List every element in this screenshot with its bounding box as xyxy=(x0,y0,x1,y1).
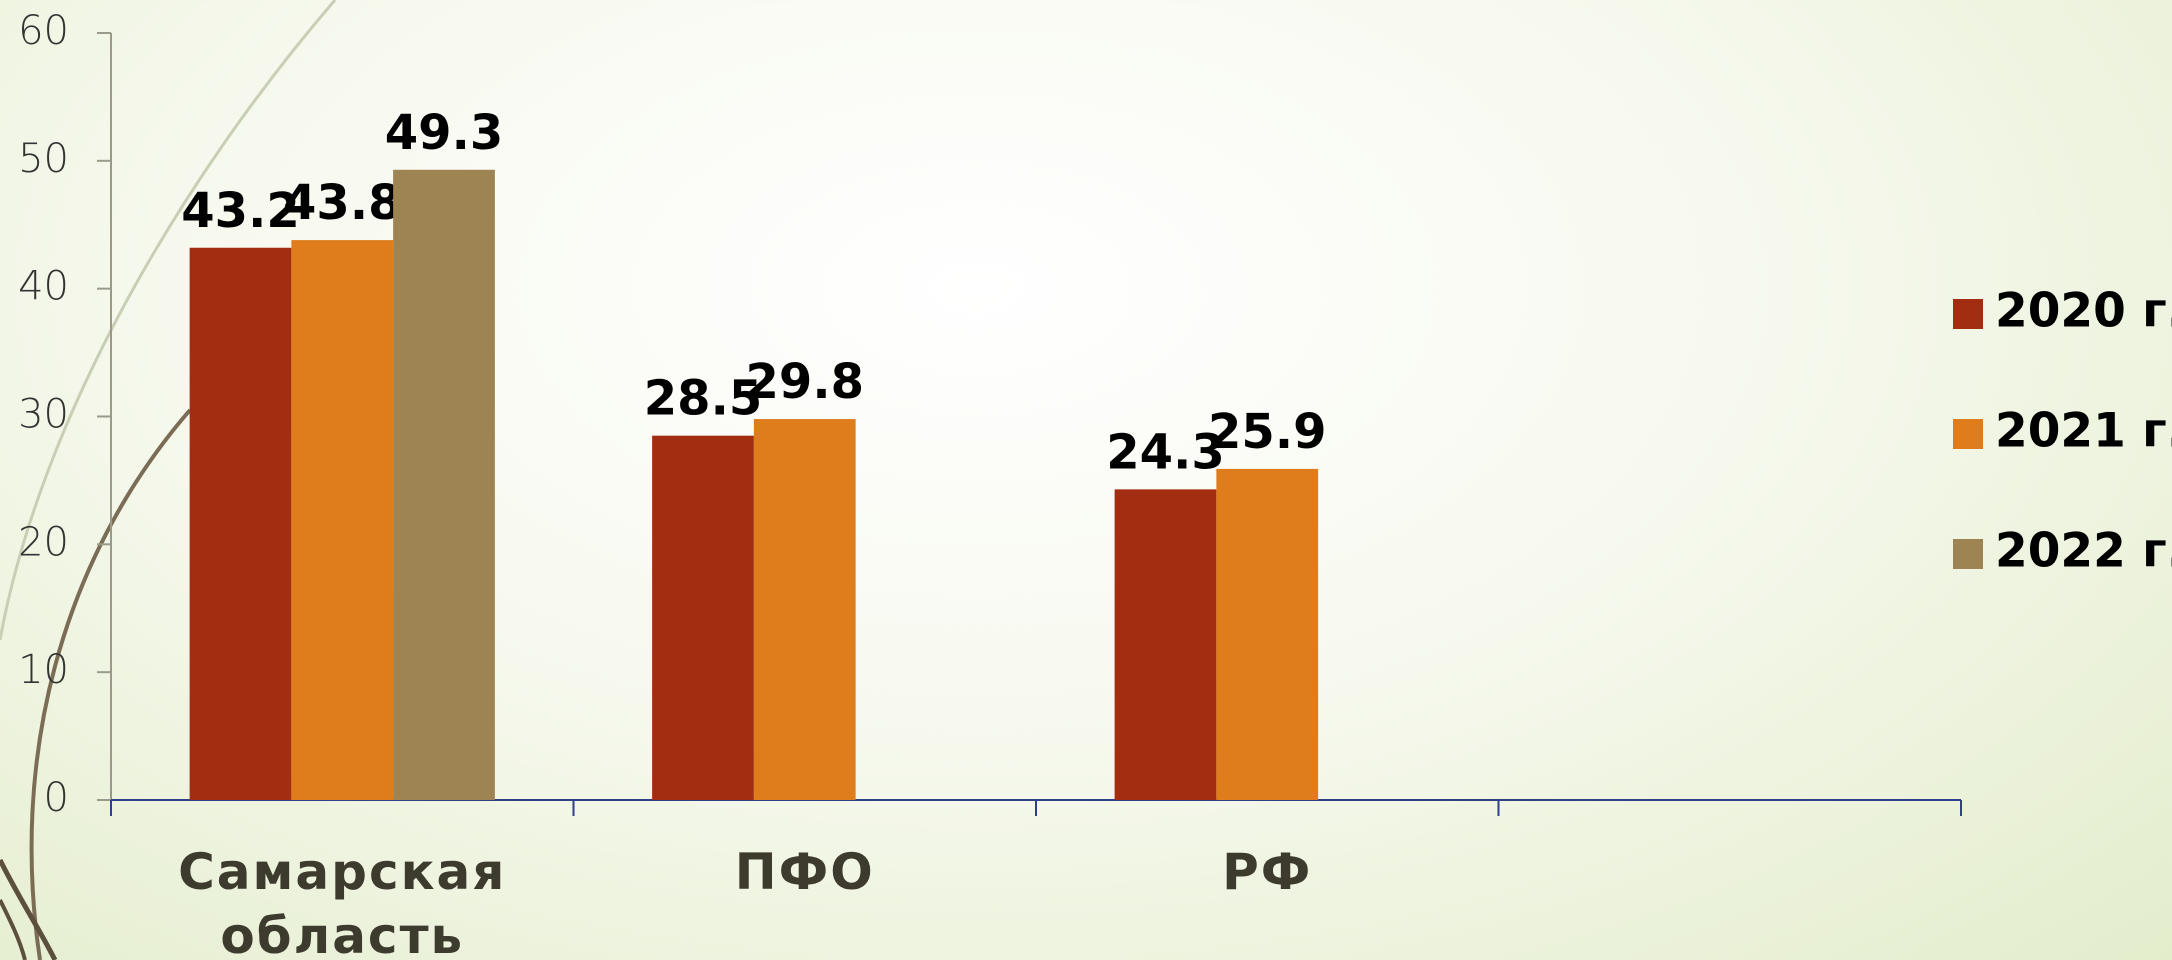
x-tick-label: ПФО xyxy=(734,843,875,901)
x-tick-label: РФ xyxy=(1222,843,1313,901)
bar xyxy=(652,435,754,800)
y-tick-label: 60 xyxy=(18,8,69,54)
legend-swatch xyxy=(1953,419,1983,449)
bar xyxy=(189,247,292,800)
data-label: 24.3 xyxy=(1106,424,1224,480)
y-tick-label: 0 xyxy=(44,775,69,821)
legend-swatch xyxy=(1953,299,1983,329)
bar xyxy=(291,240,394,801)
legend-label: 2021 г. xyxy=(1995,404,2172,459)
data-label: 25.9 xyxy=(1208,404,1326,460)
y-tick-label: 50 xyxy=(18,136,69,182)
bar xyxy=(753,419,856,800)
bar xyxy=(1114,489,1217,800)
y-tick-label: 30 xyxy=(18,392,69,438)
x-tick-label: Самарская область xyxy=(178,843,507,960)
data-label: 49.3 xyxy=(385,105,503,161)
decoration xyxy=(0,0,337,960)
y-tick-label: 20 xyxy=(18,519,69,565)
data-label: 29.8 xyxy=(746,354,864,410)
data-label: 43.8 xyxy=(283,175,401,231)
data-label: 43.2 xyxy=(181,183,299,239)
bar xyxy=(393,169,495,800)
bar xyxy=(1216,468,1319,800)
y-tick-label: 40 xyxy=(18,264,69,310)
legend-label: 2022 г. xyxy=(1995,524,2172,579)
legend-swatch xyxy=(1953,539,1983,569)
data-label: 28.5 xyxy=(644,371,762,427)
y-tick-label: 10 xyxy=(18,647,69,693)
legend-label: 2020 г. xyxy=(1995,284,2172,339)
